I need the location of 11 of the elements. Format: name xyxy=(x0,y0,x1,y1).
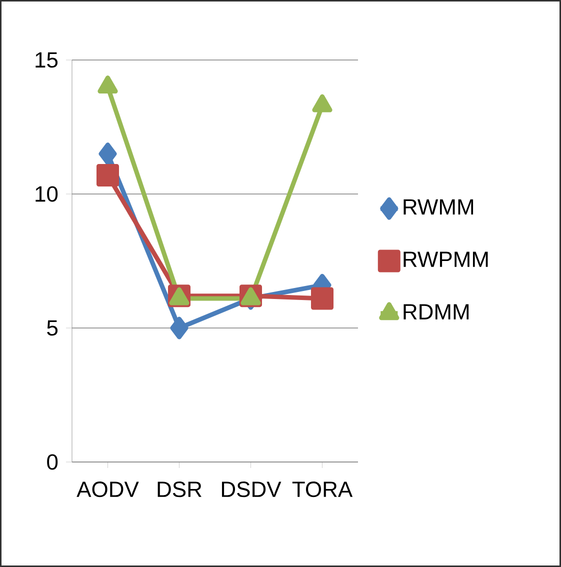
y-tick-label: 5 xyxy=(47,320,58,336)
x-tick-label: DSR xyxy=(158,482,202,498)
legend-label: RWPMM xyxy=(404,252,488,267)
x-tick-label: DSDV xyxy=(222,482,282,498)
y-tick-label: 10 xyxy=(36,186,58,202)
x-tick-label: TORA xyxy=(292,482,353,498)
legend-label: RDMM xyxy=(404,304,469,320)
legend-label: RWMM xyxy=(404,199,474,214)
x-tick-label: AODV xyxy=(76,482,139,498)
y-tick-label: 0 xyxy=(47,454,58,470)
y-tick-label: 15 xyxy=(36,52,58,68)
